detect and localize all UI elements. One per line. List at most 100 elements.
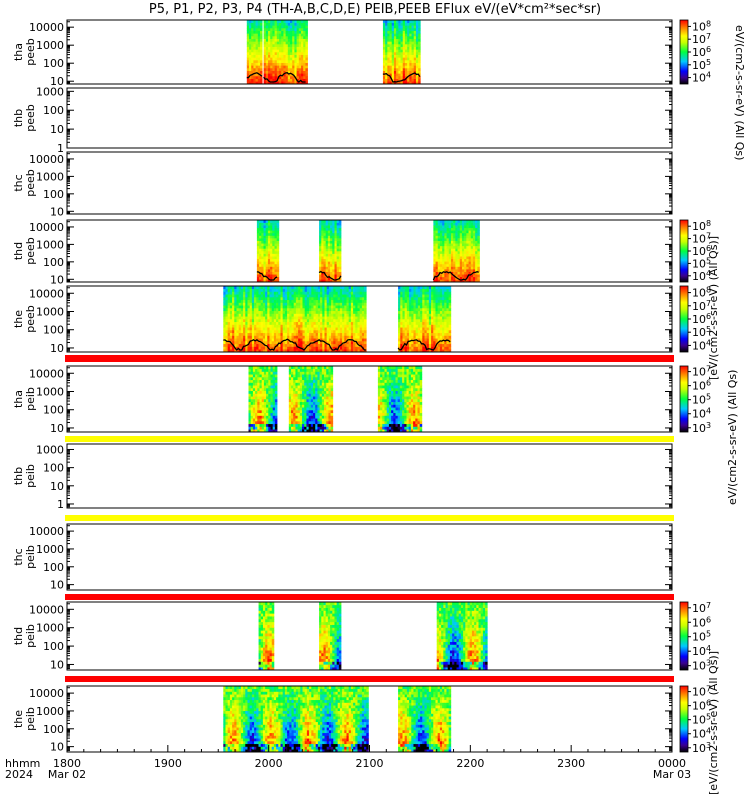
colorbar-bar-tha_peib <box>680 366 688 432</box>
colorbar-tick-thd_peib-4-exp: 7 <box>706 601 711 610</box>
y-tick-label-thd_peib-1: 100 <box>43 640 64 653</box>
colorbar-tick-tha_peib-1: 104 <box>692 407 711 421</box>
y-label-thc_peeb-1: peeb <box>24 169 37 197</box>
data-interval-thd_peib-2 <box>437 602 488 670</box>
x-tick-label-2: 2000 <box>255 757 283 770</box>
y-tick-label-tha_peib-0: 10 <box>50 422 64 435</box>
y-tick-label-tha_peib-1: 100 <box>43 404 64 417</box>
colorbar-tick-thd_peib-3: 106 <box>692 615 711 629</box>
y-tick-label-the_peib-1: 100 <box>43 723 64 736</box>
plot-frame-thb_peib <box>67 444 672 508</box>
y-tick-label-thd_peeb-1: 100 <box>43 256 64 269</box>
plot-frame-thd_peeb <box>67 220 672 282</box>
y-label-thd_peeb-1: peeb <box>24 237 37 265</box>
y-tick-label-thd_peeb-2: 1000 <box>36 238 64 251</box>
colorbar-tick-tha_peeb-4-exp: 8 <box>706 19 711 28</box>
y-label-the_peeb-1: peeb <box>24 305 37 333</box>
y-tick-label-the_peib-2: 1000 <box>36 705 64 718</box>
y-tick-label-thc_peib-3: 10000 <box>29 525 64 538</box>
y-tick-label-thd_peeb-3: 10000 <box>29 221 64 234</box>
colorbar-bar-thd_peib <box>680 602 688 670</box>
data-interval-tha_peeb-2 <box>383 20 421 84</box>
y-tick-label-tha_peeb-3: 10000 <box>29 21 64 34</box>
flag-bar-thc_peib <box>65 594 674 600</box>
y-tick-label-thc_peib-1: 100 <box>43 561 64 574</box>
y-tick-label-thb_peeb-1: 10 <box>50 123 64 136</box>
colorbar-tick-tha_peeb-0: 104 <box>692 71 711 85</box>
data-interval-the_peeb-1 <box>398 286 451 352</box>
plot-frame-tha_peib <box>67 366 672 432</box>
x-tick-label-3: 2100 <box>356 757 384 770</box>
plot-frame-thc_peib <box>67 524 672 590</box>
y-label-thd_peib-1: peib <box>24 624 37 648</box>
flag-bar-the_peeb <box>65 355 674 362</box>
y-tick-label-the_peeb-1: 100 <box>43 324 64 337</box>
y-tick-label-thb_peib-3: 1000 <box>36 443 64 456</box>
y-label-thc_peib-1: peib <box>24 545 37 569</box>
y-label-the_peib-1: peib <box>24 707 37 731</box>
figure-title: P5, P1, P2, P3, P4 (TH-A,B,C,D,E) PEIB,P… <box>149 2 601 17</box>
y-tick-label-thb_peeb-2: 100 <box>43 104 64 117</box>
y-tick-label-tha_peib-2: 1000 <box>36 385 64 398</box>
flag-bar-thb_peib <box>65 515 674 521</box>
flag-bar-tha_peib <box>65 436 674 442</box>
y-tick-label-tha_peeb-2: 1000 <box>36 39 64 52</box>
colorbar-tick-tha_peeb-2-exp: 6 <box>706 45 711 54</box>
y-label-thb_peeb-1: peeb <box>24 104 37 132</box>
y-tick-label-the_peib-3: 10000 <box>29 687 64 700</box>
data-interval-thd_peib-0 <box>259 602 275 670</box>
colorbar-bar-thd_peeb <box>680 220 688 282</box>
colorbar-tick-tha_peeb-1-exp: 5 <box>706 58 711 67</box>
y-tick-label-thc_peeb-3: 10000 <box>29 153 64 166</box>
y-tick-label-thb_peib-2: 100 <box>43 462 64 475</box>
x-tick-label-5: 2300 <box>557 757 585 770</box>
y-tick-label-thc_peeb-2: 1000 <box>36 170 64 183</box>
flag-bar-thd_peib <box>65 676 674 682</box>
x-tick-label-4: 2200 <box>456 757 484 770</box>
data-interval-tha_peib-2 <box>378 366 422 432</box>
colorbar-tick-tha_peeb-3-exp: 7 <box>706 32 711 41</box>
colorbar-tick-thd_peeb-4-exp: 8 <box>706 219 711 228</box>
y-tick-label-tha_peib-3: 10000 <box>29 367 64 380</box>
x-tick-label-1: 1900 <box>154 757 182 770</box>
plot-frame-thd_peib <box>67 602 672 670</box>
colorbar-unit-label-3: eV/(cm2-s-sr-eV) (All Qs) <box>726 370 739 505</box>
y-label-thb_peib-1: peib <box>24 464 37 488</box>
y-label-tha_peeb-1: peeb <box>24 38 37 66</box>
data-interval-tha_peib-1 <box>289 366 333 432</box>
y-tick-label-the_peeb-3: 10000 <box>29 287 64 300</box>
y-tick-label-the_peeb-0: 10 <box>50 342 64 355</box>
y-tick-label-the_peeb-2: 1000 <box>36 305 64 318</box>
colorbar-tick-tha_peib-2: 105 <box>692 393 711 407</box>
data-interval-tha_peeb-1 <box>264 20 308 84</box>
plot-frame-thc_peeb <box>67 152 672 214</box>
plot-frame-thb_peeb <box>67 88 672 148</box>
y-tick-label-thd_peeb-0: 10 <box>50 273 64 286</box>
colorbar-tick-tha_peeb-0-exp: 4 <box>706 71 711 80</box>
y-tick-label-thd_peib-2: 1000 <box>36 622 64 635</box>
y-tick-label-tha_peeb-1: 100 <box>43 57 64 70</box>
colorbar-tick-tha_peib-0: 103 <box>692 421 711 435</box>
y-tick-label-thb_peib-1: 10 <box>50 480 64 493</box>
data-interval-the_peib-0 <box>223 686 369 752</box>
colorbar-tick-thd_peib-2-exp: 5 <box>706 630 711 639</box>
plot-frame-the_peeb <box>67 286 672 352</box>
colorbar-tick-tha_peib-0-exp: 3 <box>706 421 711 430</box>
colorbar-unit-label-4: [eV/(cm2-s-sr-eV) (All Qs)] <box>707 651 720 795</box>
data-interval-the_peib-1 <box>398 686 451 752</box>
colorbar-bar-the_peib <box>680 686 688 752</box>
x-tick-date-0: Mar 02 <box>48 768 86 781</box>
data-interval-tha_peib-0 <box>249 366 278 432</box>
colorbar-bar-tha_peeb <box>680 20 688 84</box>
colorbar-tick-tha_peib-1-exp: 4 <box>706 407 711 416</box>
